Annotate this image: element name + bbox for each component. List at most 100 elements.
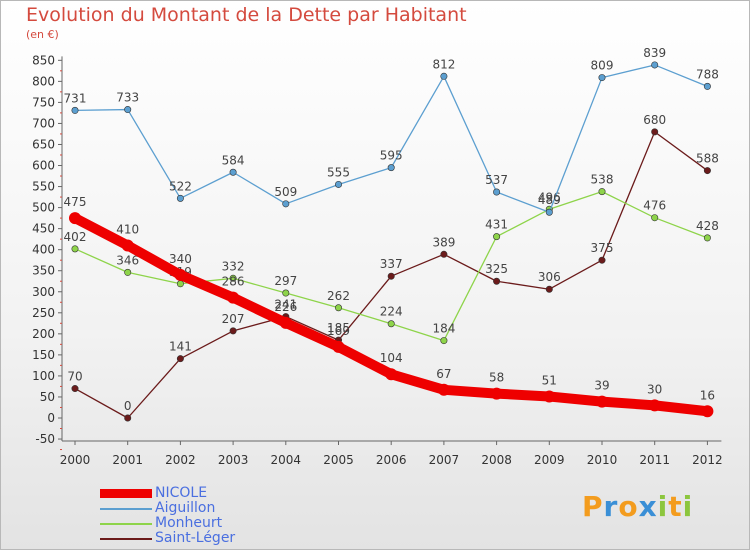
data-point <box>701 405 714 418</box>
data-point <box>387 164 395 172</box>
data-label: 733 <box>116 91 139 105</box>
data-point <box>71 245 79 253</box>
chart-title: Evolution du Montant de la Dette par Hab… <box>26 4 467 26</box>
y-tick-label: 100 <box>32 369 55 383</box>
data-label: 67 <box>436 367 451 381</box>
logo-letter: i <box>657 490 669 523</box>
data-point <box>121 239 134 252</box>
x-tick-label: 2009 <box>534 453 565 467</box>
legend-swatch-nicole <box>100 489 152 498</box>
x-tick-label: 2000 <box>60 453 91 467</box>
x-tick-label: 2008 <box>481 453 512 467</box>
legend-label-aiguillon: Aiguillon <box>155 500 216 516</box>
data-point <box>332 340 345 353</box>
data-label: 475 <box>64 195 87 209</box>
data-label: 410 <box>116 222 139 236</box>
y-tick-label: 600 <box>32 159 55 173</box>
x-tick-label: 2007 <box>429 453 460 467</box>
data-point <box>598 256 606 264</box>
data-label: 346 <box>116 253 139 267</box>
data-point <box>124 106 132 114</box>
x-tick-label: 2004 <box>271 453 302 467</box>
data-label: 555 <box>327 165 350 179</box>
logo-letter: x <box>638 490 658 523</box>
data-label: 226 <box>274 300 297 314</box>
data-label: 538 <box>591 173 614 187</box>
data-label: 51 <box>542 374 557 388</box>
data-point <box>651 214 659 222</box>
data-label: 812 <box>432 57 455 71</box>
data-label: 428 <box>696 219 719 233</box>
data-point <box>229 327 237 335</box>
x-tick-label: 2011 <box>639 453 670 467</box>
data-label: 0 <box>124 399 132 413</box>
data-label: 297 <box>274 274 297 288</box>
data-point <box>387 320 395 328</box>
data-point <box>648 399 661 412</box>
legend: NICOLE Aiguillon Monheurt Saint-Léger <box>100 486 235 546</box>
data-label: 141 <box>169 340 192 354</box>
data-point <box>176 194 184 202</box>
legend-label-nicole: NICOLE <box>155 485 208 501</box>
data-point <box>651 128 659 136</box>
y-tick-label: 750 <box>32 95 55 109</box>
data-point <box>703 167 711 175</box>
y-tick-label: 800 <box>32 74 55 88</box>
data-label: 286 <box>222 275 245 289</box>
data-label: 325 <box>485 262 508 276</box>
data-label: 241 <box>274 298 297 312</box>
legend-swatch-aiguillon <box>100 507 152 510</box>
data-point <box>598 74 606 82</box>
legend-item-nicole: NICOLE <box>100 486 235 501</box>
data-label: 375 <box>591 241 614 255</box>
data-label: 389 <box>432 235 455 249</box>
y-tick-label: -50 <box>35 432 55 446</box>
data-point <box>69 212 81 225</box>
data-point <box>493 233 501 241</box>
y-tick-label: 200 <box>32 327 55 341</box>
data-label: 39 <box>594 379 609 393</box>
data-point <box>703 234 711 242</box>
data-label: 184 <box>432 322 455 336</box>
logo-letter: t <box>668 490 683 523</box>
data-label: 537 <box>485 173 508 187</box>
data-point <box>174 268 187 281</box>
data-point <box>387 272 395 280</box>
data-point <box>334 180 342 188</box>
data-label: 185 <box>327 321 350 335</box>
data-point <box>440 72 448 80</box>
data-label: 809 <box>591 59 614 73</box>
data-point <box>71 106 79 114</box>
data-label: 207 <box>222 312 245 326</box>
chart-subtitle: (en €) <box>26 28 59 41</box>
data-label: 224 <box>380 305 403 319</box>
y-tick-label: 650 <box>32 137 55 151</box>
data-point <box>124 268 132 276</box>
data-point <box>545 285 553 293</box>
data-point <box>543 390 556 403</box>
data-label: 262 <box>327 289 350 303</box>
x-tick-label: 2001 <box>112 453 143 467</box>
data-label: 340 <box>169 252 192 266</box>
y-tick-label: 50 <box>40 390 55 404</box>
data-label: 332 <box>222 259 245 273</box>
data-point <box>334 304 342 312</box>
x-tick-label: 2012 <box>692 453 723 467</box>
data-label: 104 <box>380 351 403 365</box>
proxiti-logo: Proxiti <box>582 490 693 523</box>
data-label: 509 <box>274 185 297 199</box>
data-label: 169 <box>327 324 350 338</box>
data-point <box>176 280 184 288</box>
data-label: 16 <box>700 388 715 402</box>
data-point <box>279 316 292 329</box>
legend-swatch-monheurt <box>100 522 152 525</box>
y-tick-label: 300 <box>32 285 55 299</box>
y-tick-label: 0 <box>47 411 55 425</box>
legend-item-saint-leger: Saint-Léger <box>100 531 235 546</box>
data-point <box>229 274 237 282</box>
x-tick-label: 2010 <box>587 453 618 467</box>
data-point <box>493 277 501 285</box>
y-tick-label: 150 <box>32 348 55 362</box>
data-point <box>176 355 184 363</box>
y-tick-label: 450 <box>32 222 55 236</box>
